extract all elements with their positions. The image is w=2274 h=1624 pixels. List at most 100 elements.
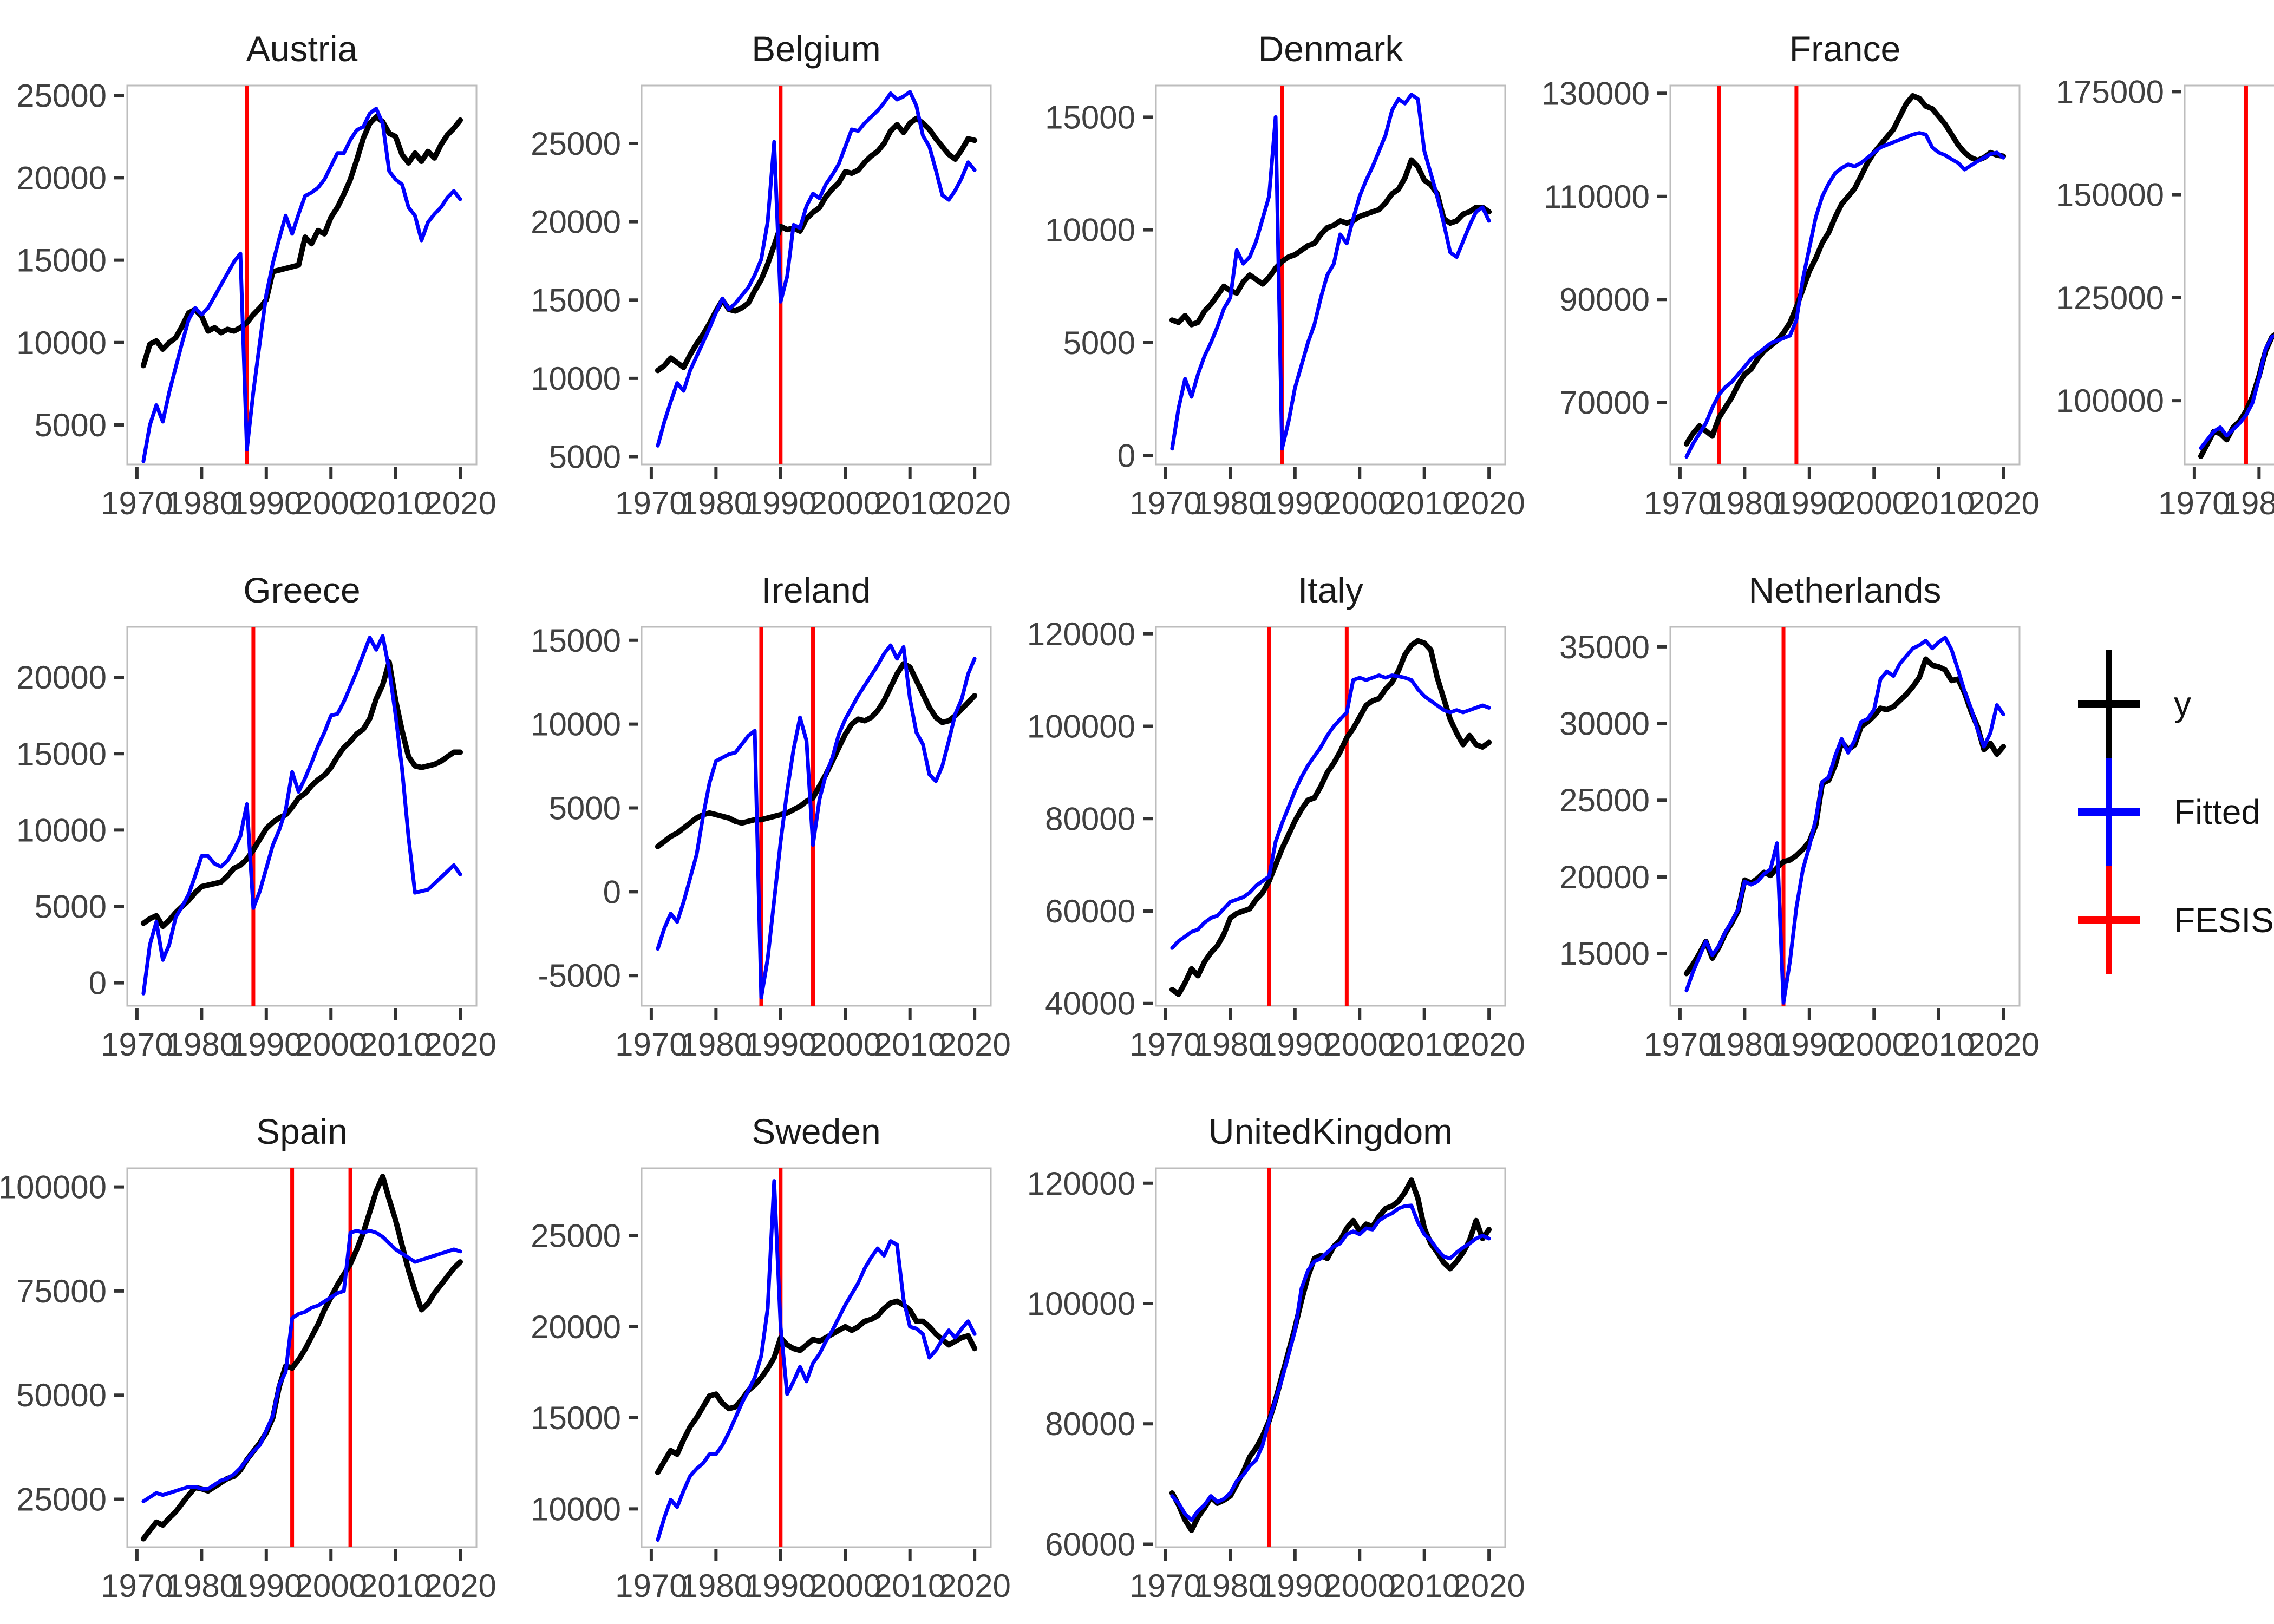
legend-item-fitted: Fitted [2074,758,2260,866]
facet-chart: 15000 20000 25000 30000 35000 197019801990200… [1559,626,2040,1063]
legend-label-fitted: Fitted [2174,793,2261,831]
facet-title: Germany [2057,0,2274,76]
y-axis-label: 100000 [0,1169,107,1206]
y-axis-label: 25000 [1559,782,1650,818]
x-axis-label: 1980 [166,485,238,521]
y-axis-label: 0 [1118,437,1135,474]
y-axis-label: 80000 [1045,801,1135,837]
x-axis-label: 2010 [360,485,432,521]
y-axis-label: 30000 [1559,706,1650,742]
facet-chart: 0 5000 10000 15000 20000 19701980199020002010… [16,626,496,1063]
x-axis-label: 2020 [424,485,496,521]
x-axis-label: 1970 [1129,1568,1201,1604]
x-axis-label: 2010 [1903,1026,1975,1063]
y-axis-label: 60000 [1045,893,1135,929]
y-axis-label: 10000 [1045,212,1135,248]
y-axis-label: 50000 [16,1377,107,1413]
panel-unitedkingdom: UnitedKingdom 60000 80000 100000 120000 1970… [1029,1083,1543,1624]
x-axis-label: 1980 [680,1026,752,1063]
x-axis-label: 1980 [2223,485,2274,521]
fitted-series-line [141,634,462,996]
x-axis-label: 1970 [101,485,173,521]
x-axis-label: 2020 [1453,1026,1525,1063]
facet-chart: 5000 10000 15000 20000 25000 1970198019902000… [16,77,496,521]
legend-item-y: y [2074,650,2191,758]
x-axis-label: 2020 [424,1568,496,1604]
y-axis-label: 5000 [1063,325,1135,361]
y-axis-label: 10000 [531,361,621,397]
x-axis-label: 1970 [615,1026,687,1063]
fitted-series-line [2199,334,2274,450]
facet-chart: 10000 15000 20000 25000 19701980199020002010… [531,1167,1011,1604]
facet-title: Belgium [752,29,881,69]
fitted-series-key-icon [2074,758,2144,866]
fitted-series-line [1170,673,1491,950]
x-axis-label: 1970 [101,1568,173,1604]
y-axis-label: 15000 [16,243,107,279]
facet-chart: 6000080000100000120000197019801990200020… [1029,1165,1525,1604]
facet-chart: -5000 0 5000 10000 15000 19701980199020002010… [531,623,1011,1063]
fesis-series-key-icon [2074,866,2144,974]
facet-chart: 4000060000800001000001200001970198019902… [1029,617,1525,1063]
x-axis-label: 1970 [1129,485,1201,521]
y-series-line [655,1298,978,1475]
facet-title: Netherlands [1748,570,1942,610]
panel-background [1155,1167,1506,1548]
x-axis-label: 2010 [1388,485,1460,521]
x-axis-label: 2020 [1453,485,1525,521]
facet-title: Ireland [761,570,871,610]
x-axis-label: 1980 [1709,1026,1781,1063]
panel-spain: Spain 25000 50000 75000 100000 1970 1980 1990 2… [0,1083,514,1624]
panel-netherlands: Netherlands 15000 20000 25000 30000 35000 197… [1543,541,2057,1083]
y-axis-label: 150000 [2057,177,2164,213]
y-axis-label: 5000 [35,889,107,925]
panel-germany: Germany 100000 125000 150000 175000 19701980… [2057,0,2274,541]
y-axis-label: 15000 [1559,936,1650,972]
x-axis-label: 2000 [809,485,881,521]
x-axis-label: 2000 [809,1568,881,1604]
panel-belgium: Belgium 5000 10000 15000 20000 25000 1970 1980… [514,0,1029,541]
x-axis-label: 2010 [360,1568,432,1604]
y-axis-label: 10000 [531,706,621,743]
x-axis-label: 1990 [230,1568,302,1604]
panel-background [1669,626,2021,1007]
y-axis-label: 120000 [1029,617,1135,652]
x-axis-label: 2020 [1967,1026,2039,1063]
x-axis-label: 2000 [295,485,367,521]
y-axis-label: 90000 [1559,281,1650,318]
y-axis-label: 20000 [531,204,621,240]
facet-chart: 5000 10000 15000 20000 25000 1970198019902000… [531,84,1011,521]
x-axis-label: 1970 [1644,1026,1716,1063]
y-axis-label: 75000 [16,1273,107,1309]
x-axis-label: 2000 [1324,485,1396,521]
x-axis-label: 2020 [424,1026,496,1063]
y-series-line [1683,93,2007,447]
facet-title: Greece [243,570,361,610]
x-axis-label: 1980 [1709,485,1781,521]
x-axis-label: 1980 [1194,485,1266,521]
x-axis-label: 1970 [615,1568,687,1604]
y-series-key-icon [2074,650,2144,758]
y-axis-label: 10000 [531,1491,621,1527]
x-axis-label: 2020 [938,1026,1010,1063]
x-axis-label: 1990 [744,1026,816,1063]
y-axis-label: 0 [603,874,621,910]
panel-background [126,1167,478,1548]
x-axis-label: 2000 [809,1026,881,1063]
y-axis-label: 25000 [531,126,621,162]
x-axis-label: 2010 [874,1026,946,1063]
x-axis-label: 1980 [1194,1568,1266,1604]
x-axis-label: 1990 [744,485,816,521]
y-series-line [655,661,978,849]
y-axis-label: 175000 [2057,76,2164,110]
x-axis-label: 1970 [1129,1026,1201,1063]
panel-ireland: Ireland -5000 0 5000 10000 15000 1970 1980 1990… [514,541,1029,1083]
x-axis-label: 2010 [874,1568,946,1604]
panel-background [641,84,992,466]
y-axis-label: 100000 [1029,709,1135,745]
facet-title: Italy [1297,570,1364,610]
facet-title: France [1789,29,1901,69]
legend-label-fesis: FESIS [2174,901,2274,940]
fitted-series-line [141,107,462,463]
y-axis-label: 100000 [1029,1286,1135,1322]
